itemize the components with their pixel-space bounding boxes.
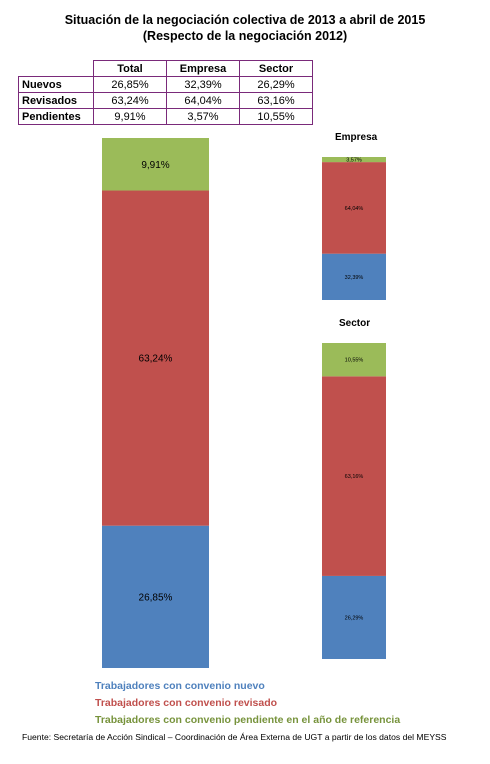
table-cell: 32,39% xyxy=(166,76,240,93)
data-label-revisado: 63,16% xyxy=(345,474,364,480)
bar-segment-nuevo xyxy=(322,575,386,659)
data-label-revisado: 63,24% xyxy=(139,354,173,365)
table-row-nuevos: Nuevos 26,85% 32,39% 26,29% xyxy=(18,76,313,93)
data-label-nuevo: 32,39% xyxy=(345,275,364,281)
data-label-nuevo: 26,29% xyxy=(345,615,364,621)
source-note: Fuente: Secretaría de Acción Sindical – … xyxy=(22,732,447,742)
data-label-pendiente: 9,91% xyxy=(141,160,169,171)
sector-chart-title: Sector xyxy=(339,318,371,329)
bar-segment-revisado xyxy=(322,376,386,576)
table-cell: 9,91% xyxy=(93,108,167,125)
table-row-revisados: Revisados 63,24% 64,04% 63,16% xyxy=(18,92,313,109)
bar-segment-pendiente xyxy=(322,157,386,163)
table-cell: 3,57% xyxy=(166,108,240,125)
table-cell: 26,85% xyxy=(93,76,167,93)
bar-segment-revisado xyxy=(322,162,386,254)
legend-item-revisado: Trabajadores con convenio revisado xyxy=(95,697,278,709)
table-cell: 10,55% xyxy=(239,108,313,125)
bar-segment-pendiente xyxy=(102,138,209,191)
table-row-pendientes: Pendientes 9,91% 3,57% 10,55% xyxy=(18,108,313,125)
data-label-revisado: 64,04% xyxy=(345,206,364,212)
bar-segment-revisado xyxy=(102,190,209,526)
legend-item-pendiente: Trabajadores con convenio pendiente en e… xyxy=(95,714,401,726)
table-cell: 63,16% xyxy=(239,92,313,109)
data-label-nuevo: 26,85% xyxy=(139,592,173,603)
bar-segment-pendiente xyxy=(322,343,386,377)
summary-table: Total Empresa Sector Nuevos 26,85% 32,39… xyxy=(18,60,313,125)
row-label: Pendientes xyxy=(18,108,94,125)
data-label-pendiente: 3,57% xyxy=(346,157,362,163)
empresa-chart-title: Empresa xyxy=(335,132,378,143)
table-cell: 63,24% xyxy=(93,92,167,109)
table-cell: 64,04% xyxy=(166,92,240,109)
data-label-pendiente: 10,55% xyxy=(345,358,364,364)
bar-segment-nuevo xyxy=(102,525,209,668)
table-cell: 26,29% xyxy=(239,76,313,93)
bar-segment-nuevo xyxy=(322,253,386,300)
legend-item-nuevo: Trabajadores con convenio nuevo xyxy=(95,680,265,692)
chart-subtitle: (Respecto de la negociación 2012) xyxy=(142,29,348,43)
chart-title: Situación de la negociación colectiva de… xyxy=(64,13,426,27)
